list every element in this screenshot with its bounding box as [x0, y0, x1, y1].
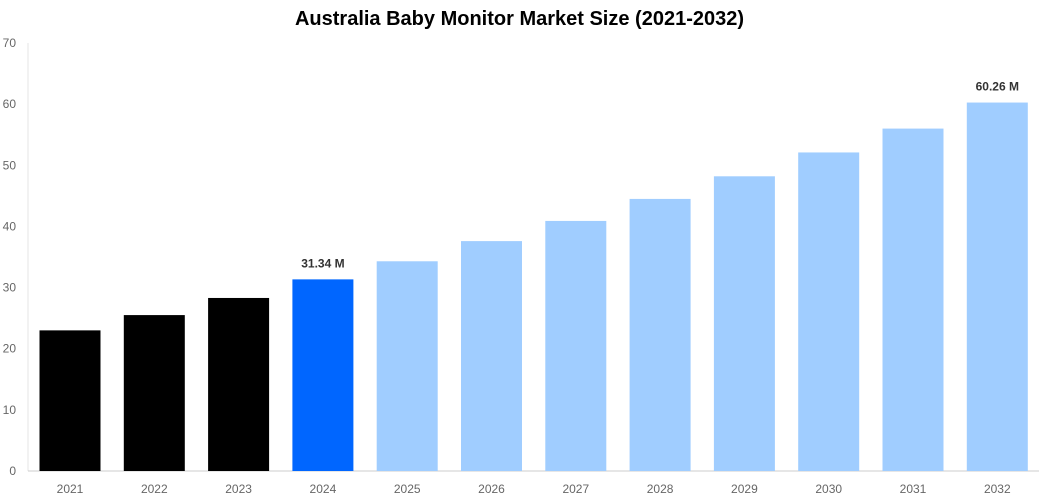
- data-label-2024: 31.34 M: [301, 256, 344, 270]
- y-tick-label: 0: [9, 464, 16, 478]
- bar-2030[interactable]: [798, 152, 860, 471]
- x-tick-label: 2025: [394, 482, 421, 496]
- bar-2032[interactable]: [966, 102, 1028, 471]
- x-tick-label: 2024: [310, 482, 337, 496]
- x-tick-label: 2032: [984, 482, 1011, 496]
- bar-2025[interactable]: [376, 261, 438, 471]
- y-tick-label: 20: [3, 342, 17, 356]
- labels: 31.34 M 60.26 M: [301, 80, 1019, 271]
- bar-2027[interactable]: [545, 220, 607, 471]
- y-tick-label: 30: [3, 281, 17, 295]
- bars: [39, 102, 1028, 471]
- y-tick-label: 40: [3, 219, 17, 233]
- bar-2024[interactable]: [292, 279, 354, 471]
- chart-title: Australia Baby Monitor Market Size (2021…: [294, 8, 745, 30]
- y-tick-label: 10: [3, 403, 17, 417]
- bar-2022[interactable]: [123, 315, 185, 471]
- bar-2029[interactable]: [713, 176, 775, 471]
- x-tick-label: 2021: [57, 482, 84, 496]
- bar-2028[interactable]: [629, 198, 691, 471]
- x-tick-label: 2027: [562, 482, 589, 496]
- y-tick-label: 50: [3, 158, 17, 172]
- data-label-2032: 60.26 M: [976, 80, 1019, 94]
- bar-2026[interactable]: [461, 241, 522, 471]
- x-tick-label: 2026: [478, 482, 505, 496]
- bar-2023[interactable]: [208, 297, 270, 471]
- x-tick-label: 2029: [731, 482, 758, 496]
- x-tick-label: 2030: [815, 482, 842, 496]
- y-tick-label: 70: [3, 36, 17, 50]
- y-tick-label: 60: [3, 97, 17, 111]
- x-tick-label: 2023: [225, 482, 252, 496]
- bar-2031[interactable]: [882, 128, 944, 471]
- x-tick-label: 2031: [900, 482, 927, 496]
- x-tick-label: 2028: [647, 482, 674, 496]
- bar-2021[interactable]: [39, 330, 101, 471]
- x-tick-label: 2022: [141, 482, 168, 496]
